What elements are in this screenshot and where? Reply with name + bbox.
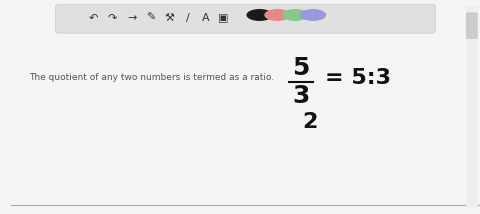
- Text: ▣: ▣: [218, 13, 228, 23]
- Circle shape: [300, 9, 326, 21]
- Circle shape: [282, 9, 308, 21]
- Text: 3: 3: [292, 84, 310, 108]
- Circle shape: [246, 9, 273, 21]
- Text: →: →: [127, 13, 137, 23]
- Text: A: A: [202, 13, 209, 23]
- Text: ⚒: ⚒: [165, 13, 175, 23]
- Text: ↷: ↷: [107, 13, 117, 23]
- Text: 2: 2: [302, 112, 318, 132]
- FancyBboxPatch shape: [466, 12, 478, 39]
- Text: ↶: ↶: [88, 13, 98, 23]
- Circle shape: [264, 9, 290, 21]
- Text: The quotient of any two numbers is termed as a ratio.: The quotient of any two numbers is terme…: [29, 73, 275, 82]
- Text: ✎: ✎: [146, 13, 156, 23]
- Text: /: /: [186, 13, 190, 23]
- FancyBboxPatch shape: [466, 6, 478, 208]
- Text: = 5:3: = 5:3: [325, 68, 391, 88]
- FancyBboxPatch shape: [56, 4, 435, 33]
- Text: 5: 5: [292, 56, 310, 80]
